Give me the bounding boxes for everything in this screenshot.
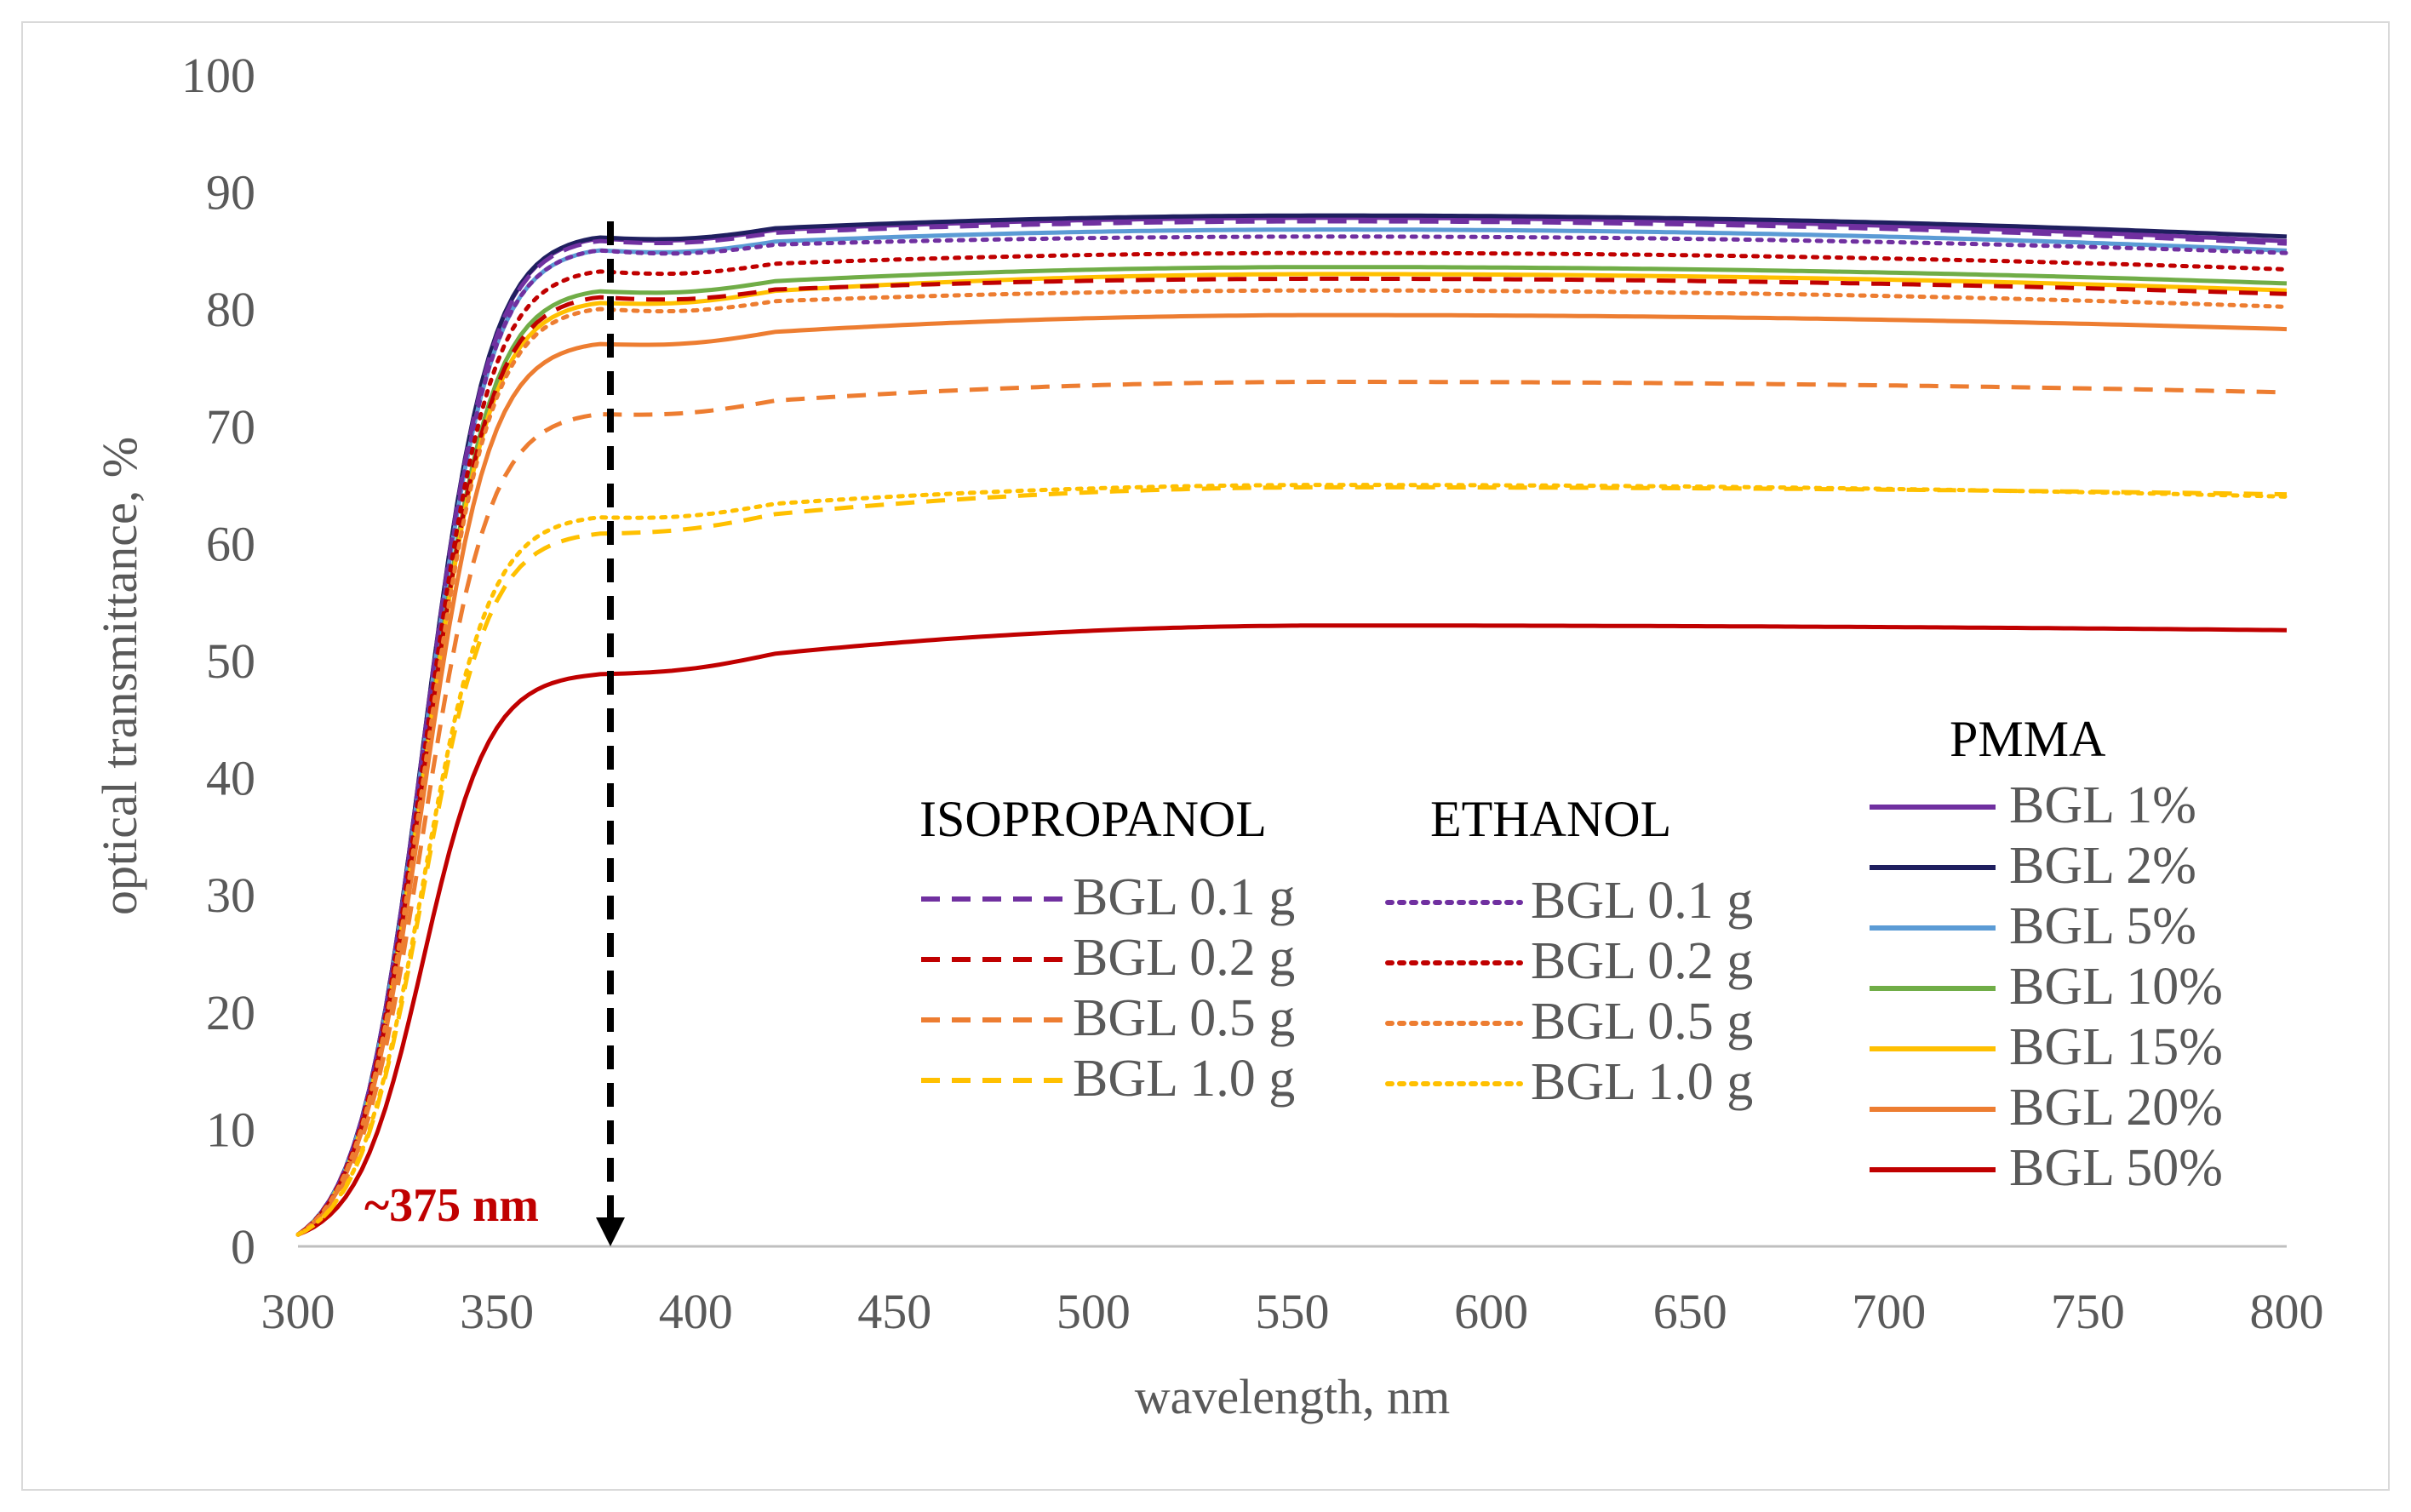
legend-title-ethanol: ETHANOL	[1430, 791, 1671, 847]
x-tick-label: 550	[1256, 1284, 1330, 1339]
y-tick-label: 30	[206, 868, 255, 923]
tick-layer: 300 350 400 450 500 550 600 650 700 750 800 0 10 20 30…	[181, 48, 2324, 1339]
legend-entry-label: BGL 1.0 g	[1073, 1050, 1295, 1108]
x-axis-label: wavelength, nm	[1135, 1369, 1450, 1424]
legend-entry-label: BGL 15%	[2009, 1018, 2223, 1076]
legend-entry-label: BGL 0.2 g	[1073, 929, 1295, 987]
series-line-pmma-bgl-10	[296, 265, 2288, 1237]
y-tick-label: 90	[206, 165, 255, 220]
y-tick-label: 50	[206, 633, 255, 689]
legend-entry-label: BGL 20%	[2009, 1079, 2223, 1137]
x-tick-label: 300	[261, 1284, 335, 1339]
y-tick-label: 70	[206, 399, 255, 455]
y-tick-label: 0	[231, 1219, 255, 1274]
legend-entry-label: BGL 5%	[2009, 897, 2196, 955]
annotation-label: ~375 nm	[364, 1179, 539, 1232]
annotation-layer: ~375 nm	[364, 221, 625, 1246]
x-tick-label: 700	[1852, 1284, 1926, 1339]
series-line-isopropanol-bgl-0-5-g	[296, 380, 2288, 1237]
legend-entry-label: BGL 2%	[2009, 837, 2196, 895]
legend-entry-label: BGL 0.5 g	[1531, 993, 1753, 1051]
annotation-arrowhead	[596, 1217, 625, 1246]
legend-entry-label: BGL 0.2 g	[1531, 932, 1753, 990]
y-axis-label: optical transmittance, %	[92, 437, 147, 915]
y-tick-label: 20	[206, 985, 255, 1040]
series-line-pmma-bgl-2	[296, 213, 2288, 1237]
series-line-pmma-bgl-50	[297, 623, 2288, 1237]
series-line-pmma-bgl-20	[296, 312, 2288, 1237]
legend-entry-label: BGL 0.5 g	[1073, 989, 1295, 1047]
legend-entry-label: BGL 0.1 g	[1073, 868, 1295, 926]
legend-title-isopropanol: ISOPROPANOL	[919, 791, 1267, 847]
series-line-ethanol-bgl-0-1-g	[295, 234, 2289, 1237]
legend-entry-label: BGL 1%	[2009, 776, 2196, 834]
x-tick-label: 450	[857, 1284, 931, 1339]
series-line-isopropanol-bgl-1-0-g	[296, 484, 2288, 1237]
y-tick-label: 10	[206, 1102, 255, 1157]
x-tick-label: 400	[659, 1284, 733, 1339]
x-tick-label: 750	[2051, 1284, 2125, 1339]
x-tick-label: 650	[1653, 1284, 1727, 1339]
legend-entry-label: BGL 50%	[2009, 1139, 2223, 1197]
series-line-pmma-bgl-15	[296, 272, 2288, 1237]
y-tick-label: 80	[206, 282, 255, 337]
y-tick-label: 100	[181, 48, 255, 103]
series-line-ethanol-bgl-0-2-g	[295, 250, 2289, 1237]
x-tick-label: 800	[2250, 1284, 2324, 1339]
y-tick-label: 40	[206, 751, 255, 806]
x-tick-label: 350	[460, 1284, 534, 1339]
y-tick-label: 60	[206, 516, 255, 571]
x-tick-label: 500	[1057, 1284, 1131, 1339]
legend-entry-label: BGL 10%	[2009, 958, 2223, 1016]
legend-entry-label: BGL 0.1 g	[1531, 872, 1753, 930]
series-line-ethanol-bgl-1-0-g	[295, 483, 2289, 1237]
series-layer	[295, 213, 2289, 1237]
series-line-ethanol-bgl-0-5-g	[295, 288, 2289, 1237]
series-line-isopropanol-bgl-0-1-g	[296, 219, 2288, 1237]
legend-title-pmma: PMMA	[1950, 711, 2105, 767]
series-line-isopropanol-bgl-0-2-g	[296, 276, 2288, 1237]
legend-entry-label: BGL 1.0 g	[1531, 1053, 1753, 1111]
x-tick-label: 600	[1454, 1284, 1528, 1339]
